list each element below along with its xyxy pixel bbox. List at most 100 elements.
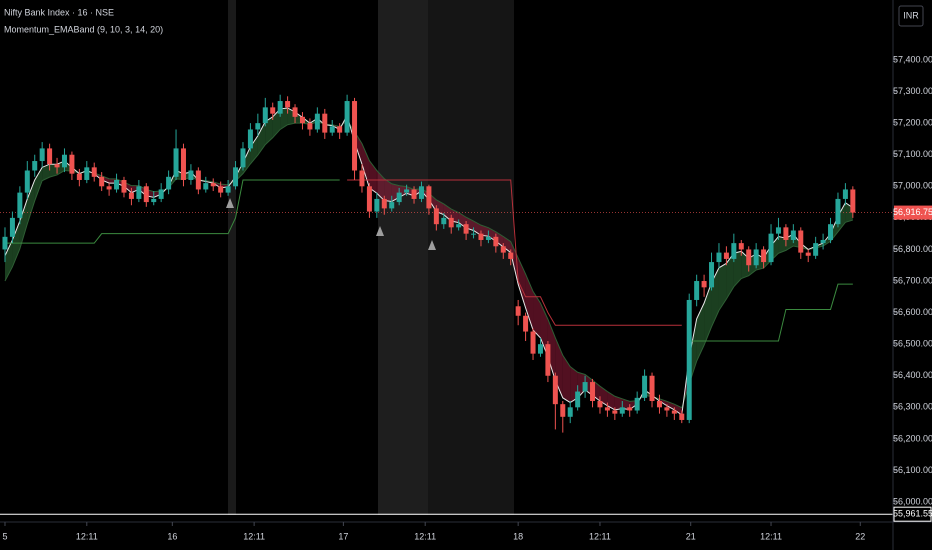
- candle-body: [642, 375, 648, 398]
- candle-body: [753, 249, 759, 266]
- band-fill: [599, 386, 608, 406]
- candle-body: [813, 243, 819, 256]
- band-fill: [42, 164, 50, 181]
- candle-body: [329, 126, 335, 133]
- candle-body: [47, 148, 53, 165]
- y-tick-label: 57,200.00: [893, 118, 932, 128]
- candle-body: [91, 167, 97, 177]
- candle-body: [32, 161, 38, 171]
- y-tick-label: 56,100.00: [893, 465, 932, 475]
- band-fill: [696, 303, 705, 362]
- candle-body: [114, 179, 120, 190]
- candle-body: [805, 252, 811, 256]
- candle-body: [530, 331, 536, 354]
- band-fill: [540, 303, 548, 357]
- candle-body: [441, 217, 447, 225]
- stop-line: [4, 179, 853, 342]
- band-fill: [19, 198, 28, 249]
- signal-marker: [226, 198, 234, 208]
- candle-body: [842, 189, 848, 199]
- x-tick-label: 12:11: [76, 531, 98, 541]
- low-line-box: [893, 506, 932, 522]
- candle-body: [634, 397, 640, 411]
- candle-body: [515, 306, 521, 316]
- candle-body: [2, 236, 8, 250]
- candle-body: [597, 401, 603, 408]
- candle-body: [433, 208, 439, 225]
- candle-body: [709, 262, 715, 288]
- candle-body: [679, 413, 685, 420]
- candle-body: [567, 407, 573, 417]
- candle-body: [366, 186, 372, 212]
- candle-body: [285, 101, 291, 108]
- band-fill: [12, 221, 20, 267]
- candle-body: [790, 230, 796, 240]
- candle-body: [582, 382, 588, 392]
- candle-body: [619, 407, 625, 414]
- last-price-label: 56,916.75: [893, 207, 932, 217]
- candle-body: [575, 391, 581, 408]
- candle-body: [337, 126, 343, 133]
- y-tick-label: 56,700.00: [893, 275, 932, 285]
- currency[interactable]: INR: [903, 10, 919, 20]
- session-shade: [228, 0, 236, 515]
- candle-body: [76, 173, 82, 180]
- candle-body: [24, 170, 30, 193]
- candle-body: [612, 410, 618, 414]
- candle-body: [761, 249, 767, 263]
- band-fill: [533, 291, 541, 338]
- candle-body: [54, 164, 60, 168]
- band-fill: [361, 143, 370, 188]
- band-fill: [480, 225, 489, 237]
- band-fill: [726, 253, 734, 300]
- candle-body: [604, 407, 610, 411]
- candle-body: [233, 167, 239, 187]
- candle-body: [775, 227, 781, 234]
- candle-body: [664, 407, 670, 411]
- band-fill: [376, 170, 385, 201]
- candle-body: [418, 186, 424, 199]
- candle-body: [627, 407, 633, 411]
- candle-body: [247, 129, 253, 149]
- candle-body: [478, 233, 484, 240]
- candle-body: [292, 107, 298, 117]
- y-tick-label: 56,400.00: [893, 370, 932, 380]
- candle-body: [485, 236, 491, 240]
- candle-body: [552, 375, 558, 405]
- candle-body: [686, 299, 692, 420]
- candle-body: [523, 315, 529, 332]
- currency-box[interactable]: [898, 5, 924, 27]
- y-tick-label: 56,200.00: [893, 433, 932, 443]
- band-fill: [666, 401, 675, 410]
- candle-body: [493, 236, 499, 247]
- chart-title: Nifty Bank Index · 16 · NSE: [4, 7, 114, 17]
- signal-marker: [428, 240, 436, 250]
- x-tick-label: 5: [2, 531, 7, 541]
- candle-body: [128, 192, 134, 199]
- candle-body: [590, 382, 596, 402]
- candle-body: [166, 176, 172, 190]
- candle-body: [783, 227, 789, 240]
- candle-body: [210, 183, 216, 187]
- candle-body: [716, 252, 722, 263]
- candle-body: [389, 202, 395, 209]
- candle-body: [381, 198, 387, 209]
- band-fill: [607, 391, 615, 410]
- candle-body: [359, 170, 365, 187]
- x-tick-label: 12:11: [414, 531, 436, 541]
- band-fill: [384, 178, 392, 202]
- x-tick-label: 18: [513, 531, 523, 541]
- candle-body: [203, 183, 209, 190]
- y-tick-label: 57,300.00: [893, 86, 932, 96]
- candle-body: [396, 192, 402, 203]
- candle-body: [314, 113, 320, 130]
- candle-body: [738, 243, 744, 250]
- candle-body: [299, 116, 305, 124]
- candle-body: [17, 192, 23, 218]
- candle-body: [218, 186, 224, 193]
- y-tick-label: 56,000.00: [893, 496, 932, 506]
- last-price-box: [894, 205, 932, 220]
- candle-body: [180, 148, 186, 180]
- candle-body: [694, 281, 700, 300]
